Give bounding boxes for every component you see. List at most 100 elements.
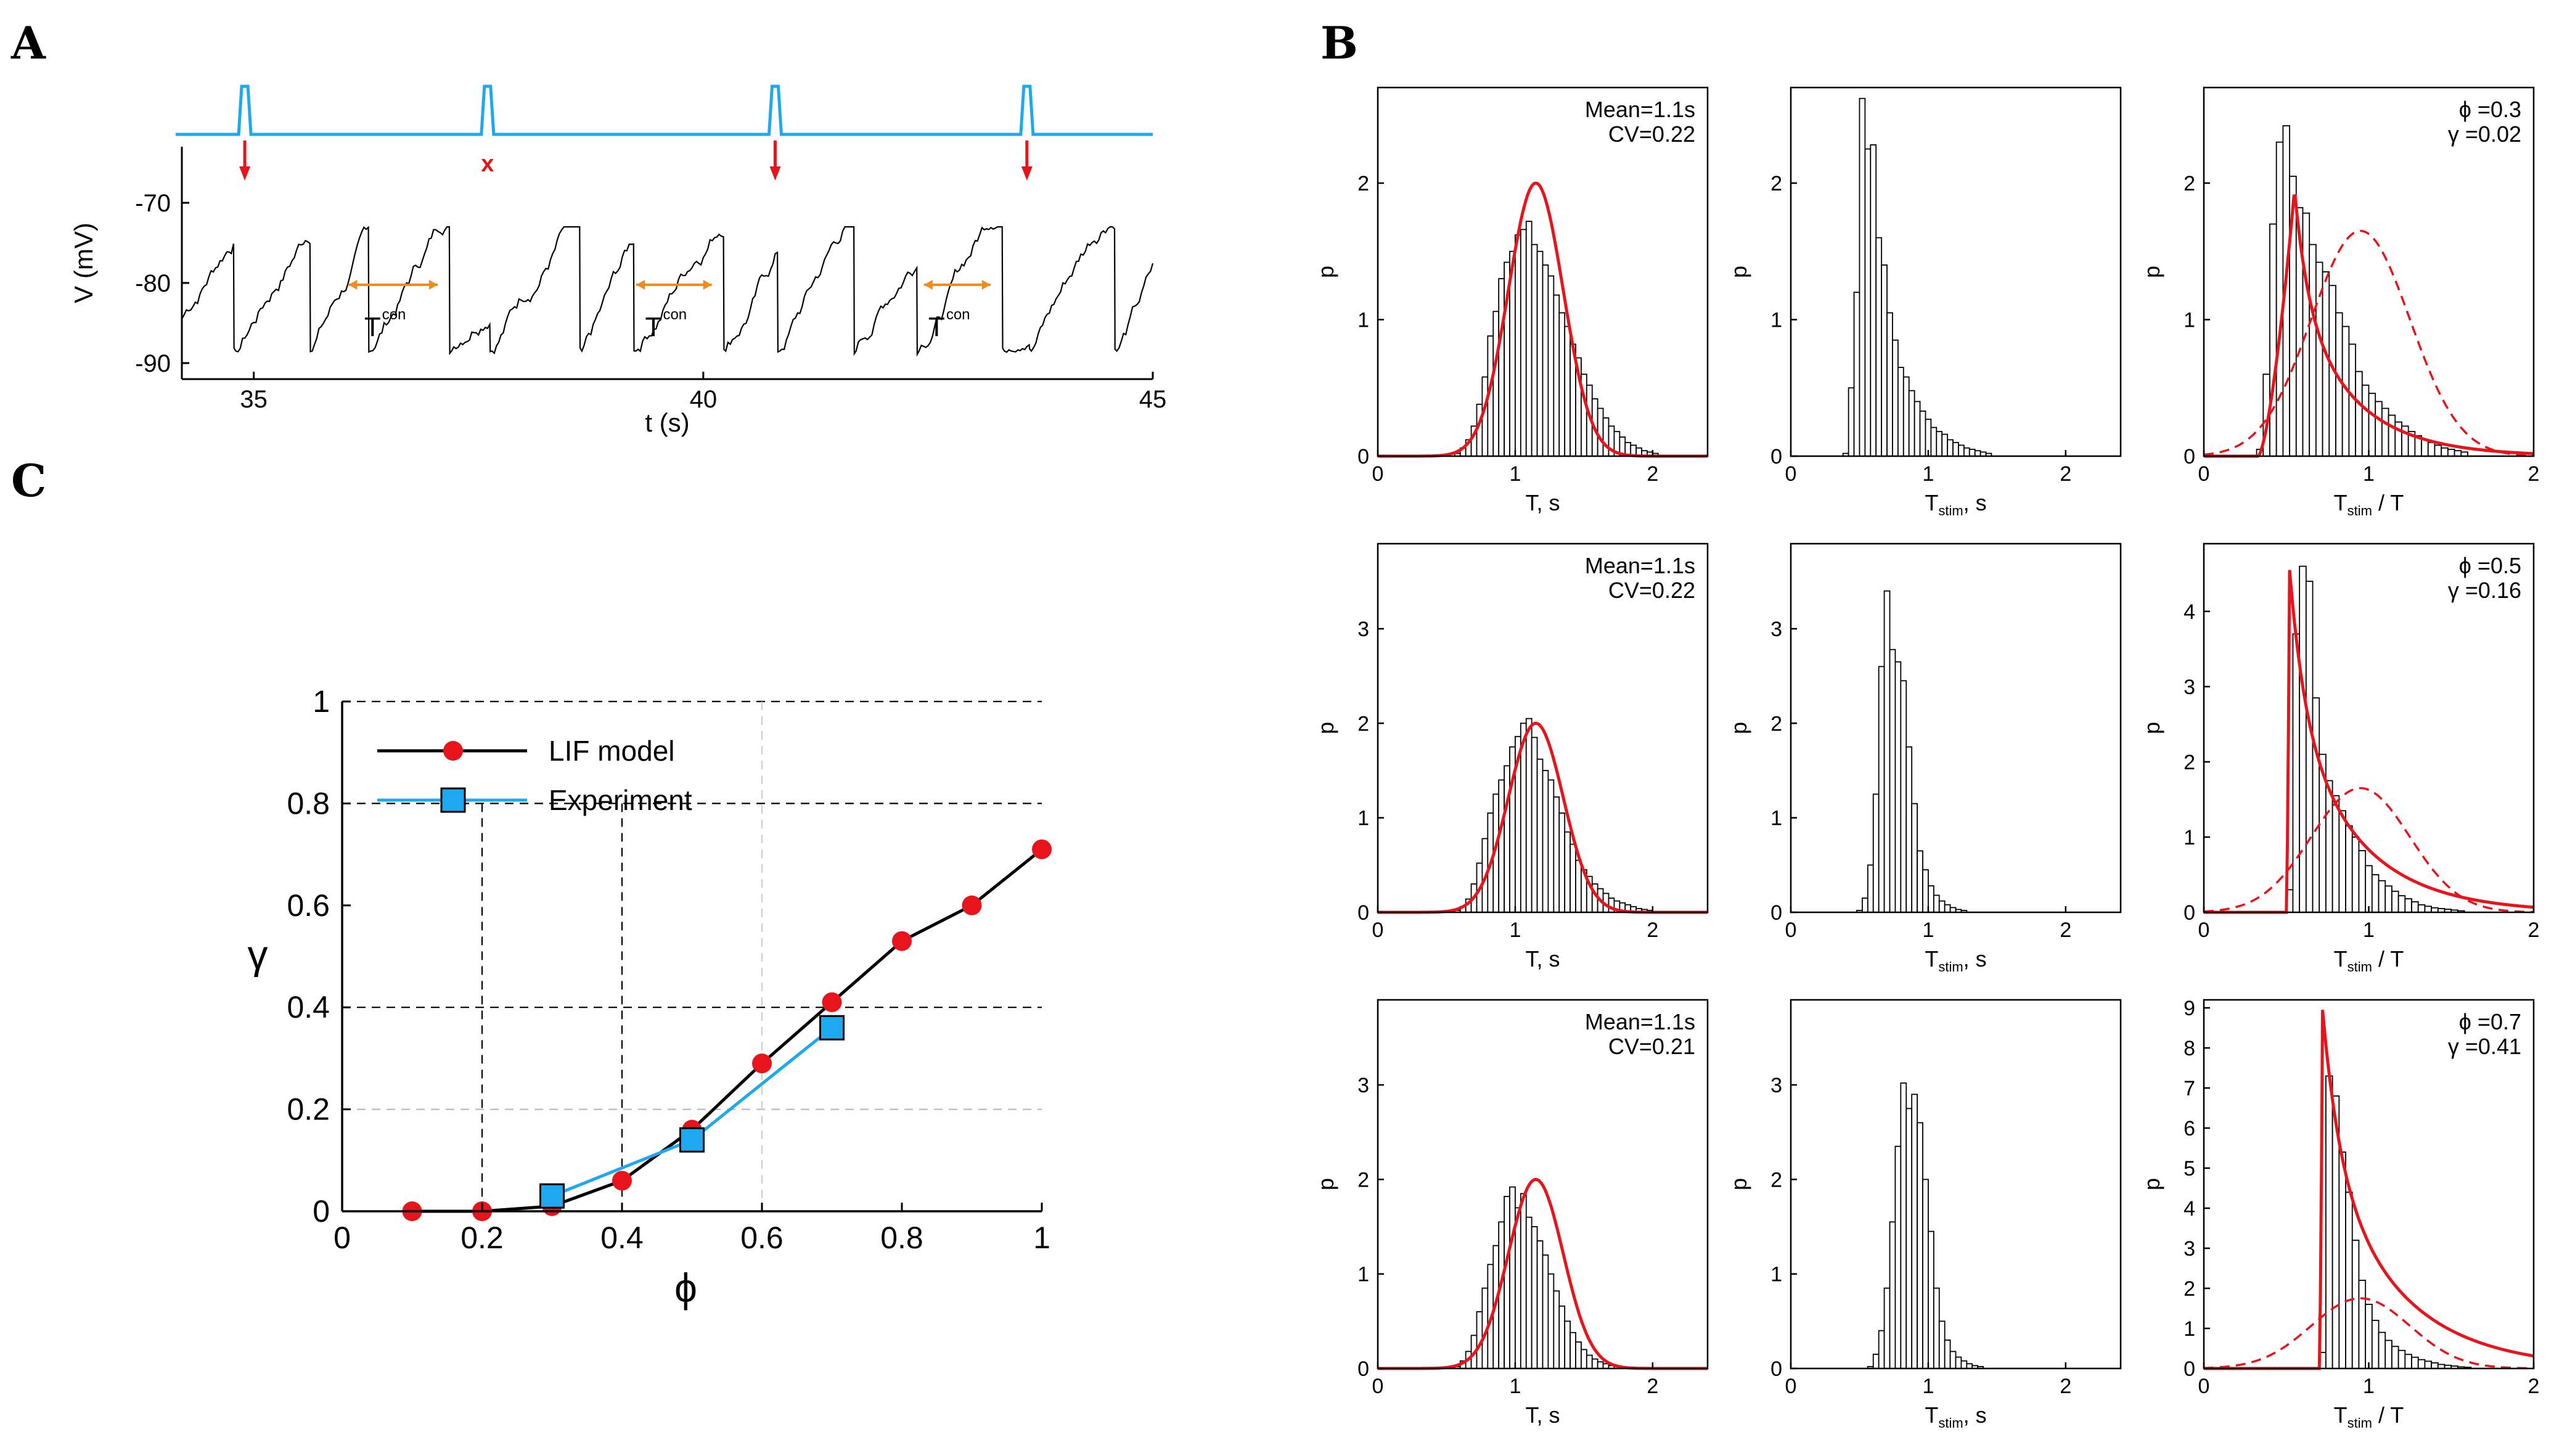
xtick-label: 1 bbox=[1922, 462, 1934, 486]
hist-bar bbox=[1597, 407, 1604, 457]
panel-c-xtick-label: 0.6 bbox=[740, 1221, 784, 1255]
xtick-label: 1 bbox=[1922, 1375, 1934, 1398]
marker-lif-6 bbox=[822, 992, 842, 1012]
stimulus-arrowhead-2 bbox=[1021, 166, 1033, 181]
hist-bar bbox=[2371, 874, 2380, 913]
ytick-label: 0 bbox=[2184, 901, 2195, 925]
annotation-line-1: CV=0.21 bbox=[1608, 1034, 1695, 1059]
tcon-arrowhead-right-2 bbox=[981, 280, 991, 290]
hist-bar bbox=[1952, 441, 1959, 457]
hist-bar bbox=[1930, 427, 1938, 457]
hist-bar bbox=[2384, 1339, 2392, 1369]
tcon-label-0: T bbox=[364, 312, 381, 342]
hist-bar bbox=[2411, 901, 2419, 913]
ytick-label: 2 bbox=[1770, 1168, 1782, 1192]
hist-bar bbox=[2388, 414, 2396, 457]
marker-lif-3 bbox=[612, 1171, 632, 1191]
legend: LIF model Experiment bbox=[377, 735, 692, 816]
hist-bar bbox=[1547, 275, 1555, 457]
fit-curve-dashed bbox=[2203, 787, 2534, 914]
xlabel: Tstim / T bbox=[2334, 1402, 2404, 1431]
hist-bar bbox=[1949, 1351, 1957, 1369]
hist-bar bbox=[1859, 97, 1866, 457]
ytick-label: 2 bbox=[1357, 172, 1369, 195]
hist-bar bbox=[1531, 1226, 1538, 1369]
fit-curve-dashed bbox=[2203, 229, 2534, 457]
hist-bar bbox=[1933, 1287, 1940, 1369]
hist-bar bbox=[1886, 312, 1893, 457]
ylabel: p bbox=[2139, 722, 2164, 734]
hist-bar bbox=[1889, 1221, 1896, 1369]
marker-experiment-2 bbox=[819, 1015, 845, 1041]
hist-bar bbox=[1960, 1360, 1968, 1369]
hist-bar bbox=[1881, 264, 1888, 457]
xtick-label: 1 bbox=[1509, 462, 1521, 486]
panel-label-a: A bbox=[10, 17, 46, 69]
ylabel: p bbox=[1726, 266, 1751, 278]
annotation-line-0: ϕ =0.3 bbox=[2459, 97, 2521, 122]
hist-bar bbox=[1928, 885, 1934, 913]
xtick-label: 0 bbox=[1785, 1375, 1797, 1398]
legend-label-experiment: Experiment bbox=[549, 784, 692, 816]
hist-bar bbox=[1536, 1240, 1544, 1369]
panel-c-xtick-label: 1 bbox=[1033, 1221, 1050, 1255]
hist-bar bbox=[1536, 758, 1544, 913]
hist-bar bbox=[1911, 803, 1918, 913]
ylabel: p bbox=[1726, 722, 1751, 734]
panel-label-c: C bbox=[11, 454, 46, 507]
marker-lif-8 bbox=[962, 895, 982, 915]
hist-bar bbox=[1958, 444, 1965, 457]
hist-bar bbox=[2431, 1362, 2439, 1369]
panel-c-xtick-label: 0.4 bbox=[600, 1221, 644, 1255]
hist-bar bbox=[1905, 1108, 1913, 1369]
stimulus-arrowhead-1 bbox=[769, 166, 781, 181]
xlabel: Tstim, s bbox=[1925, 490, 1986, 518]
tcon-superscript-0: con bbox=[382, 306, 406, 323]
ytick-label: 7 bbox=[2184, 1077, 2195, 1100]
xtick-label: 0 bbox=[2198, 1375, 2210, 1398]
hist-bar bbox=[2269, 223, 2277, 457]
ytick-label: 2 bbox=[1357, 712, 1369, 735]
panel-c-xtick-label: 0.2 bbox=[460, 1221, 504, 1255]
hist-bar bbox=[1872, 1354, 1880, 1369]
legend-marker-lif bbox=[443, 741, 463, 761]
xtick-label: 2 bbox=[2528, 1375, 2540, 1398]
hist-bar bbox=[2384, 885, 2392, 913]
hist-bar bbox=[2299, 565, 2307, 913]
hist-bar bbox=[1525, 221, 1533, 457]
hist-bar bbox=[2411, 1356, 2419, 1369]
ytick-label: 0 bbox=[1357, 1357, 1369, 1381]
ytick-label: 1 bbox=[1770, 1263, 1782, 1286]
panel-frame bbox=[1377, 86, 1709, 457]
xtick-label: 2 bbox=[2060, 918, 2071, 942]
hist-bar bbox=[1591, 1358, 1598, 1369]
ytick-label: 2 bbox=[2184, 751, 2195, 774]
hist-bar bbox=[1553, 294, 1560, 457]
marker-lif-7 bbox=[892, 931, 912, 951]
xtick-label: 2 bbox=[2060, 1375, 2071, 1398]
hist-bar bbox=[1913, 401, 1921, 457]
xtick-label: 1 bbox=[1509, 918, 1521, 942]
panel-a-xlabel: t (s) bbox=[645, 408, 689, 437]
marker-lif-9 bbox=[1032, 839, 1052, 859]
panel-a-ylabel: V (mV) bbox=[69, 223, 98, 303]
hist-bar bbox=[2275, 141, 2284, 457]
hist-bar bbox=[1504, 1196, 1510, 1369]
hist-bar bbox=[1564, 831, 1571, 913]
hist-bar bbox=[2371, 1320, 2380, 1369]
hist-bar bbox=[1922, 1179, 1929, 1369]
hist-bar bbox=[2417, 904, 2426, 913]
hist-bar bbox=[2331, 795, 2340, 913]
panel-frame bbox=[1790, 999, 2122, 1370]
ytick-label: 3 bbox=[2184, 1237, 2195, 1261]
hist-bar bbox=[1894, 1145, 1902, 1369]
hist-bar bbox=[2355, 370, 2363, 457]
hist-bar bbox=[1575, 859, 1582, 913]
ytick-label: 1 bbox=[2184, 826, 2195, 849]
hist-bar bbox=[2441, 447, 2449, 457]
histogram-panel-1: 0 1 2 0 1 2 p Tstim, s bbox=[1726, 86, 2122, 518]
tcon-label-1: T bbox=[645, 312, 662, 342]
hist-bar bbox=[1878, 1330, 1885, 1369]
panel-c-xtick-label: 0.8 bbox=[880, 1221, 923, 1255]
